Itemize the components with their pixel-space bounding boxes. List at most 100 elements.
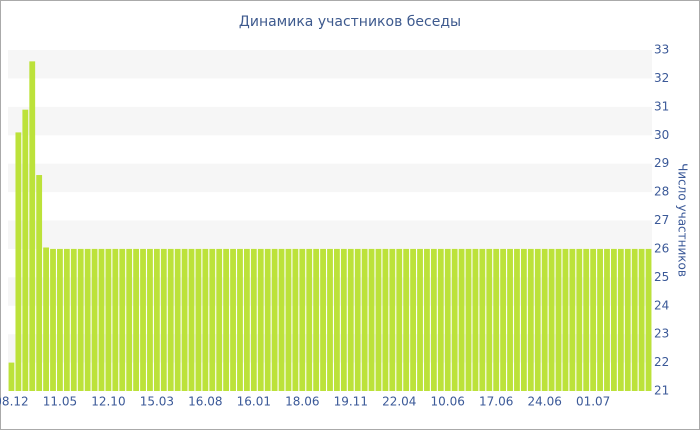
bar bbox=[306, 248, 313, 391]
bar bbox=[597, 248, 603, 391]
bar bbox=[631, 248, 638, 391]
x-tick-label: 22.04 bbox=[382, 395, 416, 409]
bar bbox=[382, 248, 389, 391]
bar bbox=[347, 248, 354, 391]
bar bbox=[590, 248, 597, 391]
y-tick-label: 24 bbox=[654, 298, 669, 312]
bar bbox=[465, 248, 472, 391]
bar bbox=[638, 248, 645, 391]
bar bbox=[617, 248, 624, 391]
bar bbox=[320, 248, 326, 391]
x-tick-label: 11.05 bbox=[43, 395, 77, 409]
bar bbox=[77, 248, 84, 391]
x-tick-label: 17.06 bbox=[479, 395, 513, 409]
bar bbox=[271, 248, 278, 391]
bar bbox=[562, 248, 569, 391]
bar bbox=[50, 248, 56, 391]
bar bbox=[354, 248, 361, 391]
x-tick-label: 16.01 bbox=[237, 395, 271, 409]
y-tick-label: 30 bbox=[654, 128, 669, 142]
bar bbox=[84, 248, 91, 391]
bar bbox=[285, 248, 292, 391]
x-tick-label: 15.03 bbox=[140, 395, 174, 409]
bar bbox=[112, 248, 119, 391]
bar bbox=[278, 248, 285, 391]
bar bbox=[451, 248, 458, 391]
x-tick-label: 12.10 bbox=[91, 395, 125, 409]
x-tick-label: 10.06 bbox=[431, 395, 465, 409]
grid-band bbox=[8, 50, 652, 79]
bar bbox=[43, 247, 49, 391]
y-tick-label: 29 bbox=[654, 156, 669, 170]
bar bbox=[576, 248, 583, 391]
bar bbox=[493, 248, 500, 391]
bar bbox=[604, 248, 610, 391]
bar bbox=[147, 248, 153, 391]
y-tick-label: 28 bbox=[654, 185, 669, 199]
x-tick-label: 01.07 bbox=[576, 395, 610, 409]
bar bbox=[583, 248, 590, 391]
grid-band bbox=[8, 106, 652, 136]
bar bbox=[313, 248, 320, 391]
y-tick-label: 31 bbox=[654, 99, 669, 113]
x-tick-label: 19.11 bbox=[334, 395, 368, 409]
bar bbox=[36, 175, 43, 391]
bar bbox=[424, 248, 430, 391]
y-tick-label: 25 bbox=[654, 270, 669, 284]
bar bbox=[403, 248, 410, 391]
bar bbox=[437, 248, 444, 391]
bar bbox=[645, 248, 652, 391]
grid-band bbox=[8, 220, 652, 249]
grid-band bbox=[8, 163, 652, 193]
bar bbox=[22, 109, 29, 392]
x-tick-label: 08.12 bbox=[0, 395, 29, 409]
bar bbox=[160, 248, 167, 391]
bar bbox=[237, 248, 243, 391]
bar bbox=[250, 248, 257, 391]
bar bbox=[299, 248, 306, 391]
bar bbox=[57, 248, 63, 391]
bar bbox=[555, 248, 562, 391]
y-tick-label: 27 bbox=[654, 213, 669, 227]
bar bbox=[472, 248, 479, 391]
bar bbox=[133, 248, 140, 391]
y-tick-label: 26 bbox=[654, 241, 669, 255]
bar bbox=[389, 248, 396, 391]
bar bbox=[430, 248, 437, 391]
bar bbox=[29, 61, 36, 391]
bar bbox=[126, 248, 133, 391]
y-axis-label: Число участников bbox=[676, 163, 690, 277]
bar bbox=[8, 362, 15, 391]
x-tick-label: 24.06 bbox=[527, 395, 561, 409]
bar bbox=[15, 132, 22, 392]
bar bbox=[479, 248, 486, 391]
bar bbox=[174, 248, 181, 391]
bar bbox=[327, 248, 333, 391]
bar bbox=[153, 248, 160, 391]
bar bbox=[209, 248, 216, 391]
bar bbox=[105, 248, 112, 391]
bar bbox=[202, 248, 209, 391]
bar bbox=[534, 248, 541, 391]
y-tick-label: 22 bbox=[654, 355, 669, 369]
bar bbox=[541, 248, 548, 391]
bar bbox=[119, 248, 126, 391]
bar bbox=[188, 248, 195, 391]
bar bbox=[514, 248, 520, 391]
y-tick-label: 33 bbox=[654, 43, 669, 57]
bar bbox=[444, 248, 451, 391]
bar bbox=[458, 248, 465, 391]
bar bbox=[375, 248, 382, 391]
bar bbox=[181, 248, 188, 391]
x-tick-label: 16.08 bbox=[188, 395, 222, 409]
bar bbox=[361, 248, 368, 391]
bar bbox=[195, 248, 202, 391]
bar bbox=[548, 248, 555, 391]
y-tick-label: 23 bbox=[654, 327, 669, 341]
bar bbox=[223, 248, 230, 391]
bar bbox=[230, 248, 236, 391]
bar bbox=[243, 248, 250, 391]
bar bbox=[264, 248, 271, 391]
bar bbox=[611, 248, 617, 391]
